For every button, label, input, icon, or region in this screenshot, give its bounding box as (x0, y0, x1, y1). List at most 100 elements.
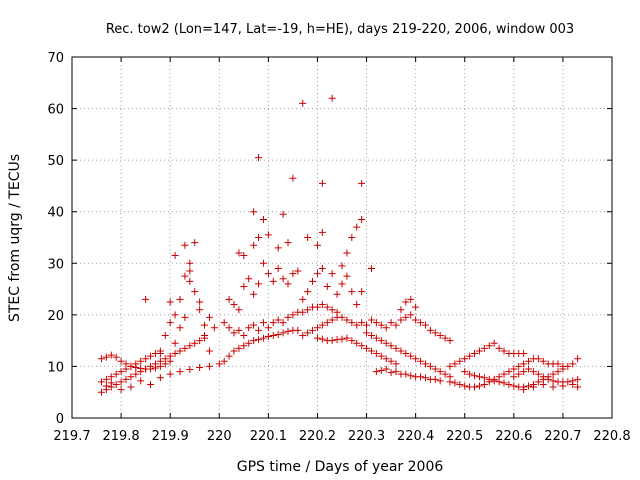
data-point-marker (137, 377, 145, 385)
data-point-marker (539, 373, 547, 381)
data-point-marker (564, 378, 572, 386)
data-point-marker (436, 377, 444, 385)
data-point-marker (446, 362, 454, 370)
data-point-marker (343, 272, 351, 280)
data-point-marker (235, 344, 243, 352)
y-tick-label: 50 (47, 154, 64, 169)
data-point-marker (333, 336, 341, 344)
data-point-marker (539, 380, 547, 388)
data-point-marker (117, 368, 125, 376)
data-point-marker (569, 360, 577, 368)
data-point-marker (466, 352, 474, 360)
data-point-marker (289, 174, 297, 182)
x-tick-label: 220.7 (544, 429, 581, 444)
data-point-marker (161, 331, 169, 339)
data-point-marker (102, 382, 110, 390)
chart-title: Rec. tow2 (Lon=147, Lat=-19, h=HE), days… (106, 22, 574, 37)
x-axis-ticks: 219.7 219.8 219.9 220 220.1 220.2 220.3 220.4 22… (53, 57, 631, 444)
data-point-marker (161, 360, 169, 368)
data-point-marker (392, 321, 400, 329)
data-point-marker (382, 324, 390, 332)
data-point-marker (569, 380, 577, 388)
data-point-marker (201, 321, 209, 329)
data-point-marker (554, 360, 562, 368)
data-point-marker (156, 374, 164, 382)
data-point-marker (529, 368, 537, 376)
data-point-marker (515, 370, 523, 378)
data-point-marker (525, 357, 533, 365)
data-point-marker (196, 298, 204, 306)
data-point-marker (235, 306, 243, 314)
data-point-marker (382, 365, 390, 373)
data-point-marker (240, 252, 248, 260)
data-point-marker (142, 295, 150, 303)
data-point-marker (446, 337, 454, 345)
data-point-marker (446, 378, 454, 386)
data-point-marker (500, 347, 508, 355)
data-point-marker (264, 270, 272, 278)
data-point-marker (471, 383, 479, 391)
data-point-marker (181, 241, 189, 249)
data-point-marker (397, 316, 405, 324)
data-point-marker (554, 368, 562, 376)
data-point-marker (205, 362, 213, 370)
data-point-marker (171, 252, 179, 260)
data-point-marker (559, 382, 567, 390)
data-point-marker (117, 378, 125, 386)
data-point-marker (529, 383, 537, 391)
data-point-marker (549, 383, 557, 391)
data-point-marker (107, 373, 115, 381)
data-point-marker (259, 215, 267, 223)
data-point-marker (441, 334, 449, 342)
data-point-marker (436, 331, 444, 339)
data-point-marker (284, 313, 292, 321)
data-point-marker (215, 360, 223, 368)
data-point-marker (485, 375, 493, 383)
data-point-marker (97, 388, 105, 396)
y-tick-label: 10 (47, 360, 64, 375)
data-point-marker (417, 373, 425, 381)
data-point-marker (328, 316, 336, 324)
data-point-marker (318, 321, 326, 329)
data-point-marker (171, 339, 179, 347)
data-point-marker (338, 280, 346, 288)
data-point-marker (328, 306, 336, 314)
data-point-marker (132, 363, 140, 371)
data-point-marker (313, 241, 321, 249)
data-point-marker (156, 362, 164, 370)
x-tick-label: 220.6 (495, 429, 532, 444)
data-point-marker (127, 362, 135, 370)
data-point-marker (377, 321, 385, 329)
data-point-marker (191, 239, 199, 247)
data-point-marker (441, 370, 449, 378)
data-point-marker (549, 370, 557, 378)
data-point-marker (294, 326, 302, 334)
x-tick-label: 220.5 (446, 429, 483, 444)
data-point-marker (181, 344, 189, 352)
data-point-marker (520, 368, 528, 376)
data-point-marker (338, 335, 346, 343)
data-point-marker (358, 288, 366, 296)
data-point-marker (137, 357, 145, 365)
data-point-marker (186, 342, 194, 350)
data-point-marker (318, 301, 326, 309)
x-tick-label: 220.2 (299, 429, 336, 444)
data-point-marker (402, 370, 410, 378)
data-point-marker (240, 331, 248, 339)
data-point-marker (485, 342, 493, 350)
data-point-marker (475, 382, 483, 390)
data-point-marker (142, 355, 150, 363)
data-point-marker (407, 295, 415, 303)
data-point-marker (392, 368, 400, 376)
data-point-marker (534, 370, 542, 378)
data-point-marker (333, 290, 341, 298)
data-point-marker (382, 339, 390, 347)
y-tick-label: 40 (47, 206, 64, 221)
data-point-marker (181, 313, 189, 321)
data-point-marker (255, 336, 263, 344)
data-point-marker (574, 355, 582, 363)
data-point-marker (166, 357, 174, 365)
data-point-marker (343, 334, 351, 342)
data-point-marker (264, 333, 272, 341)
data-point-marker (269, 331, 277, 339)
